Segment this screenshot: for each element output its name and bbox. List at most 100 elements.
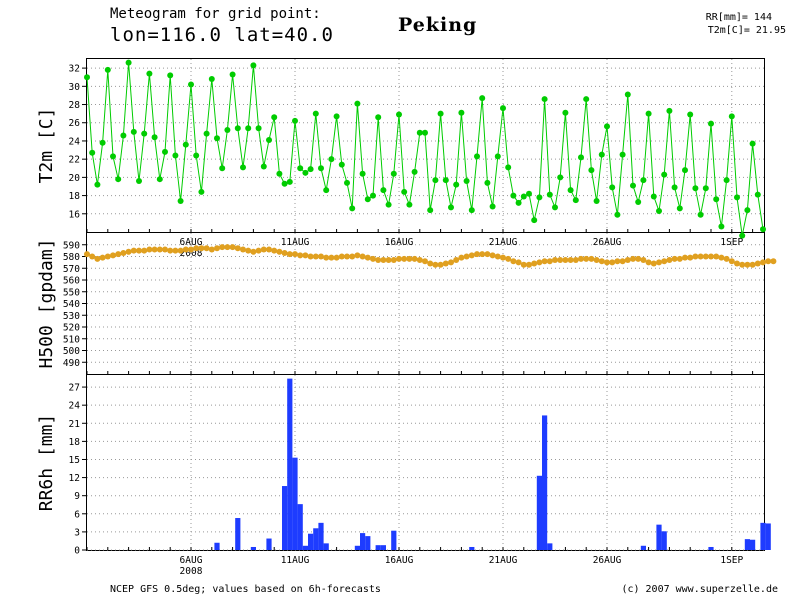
x-tick-label: 21AUG (489, 555, 518, 566)
t2m-point (94, 181, 101, 188)
h500-point (713, 253, 720, 260)
t2m-point (162, 148, 168, 155)
t2m-point (682, 167, 688, 174)
t2m-point (146, 70, 153, 77)
t2m-point (422, 129, 428, 136)
h500-point (541, 258, 548, 265)
t2m-point (609, 184, 616, 191)
t2m-point (604, 123, 610, 130)
t2m-point (328, 156, 335, 163)
t2m-point (739, 232, 746, 239)
t2m-point (479, 95, 486, 102)
h500-point (739, 261, 746, 268)
t2m-point (749, 140, 756, 147)
rr6h-bar (708, 546, 714, 550)
t2m-point (650, 193, 657, 200)
t2m-point (245, 125, 252, 132)
y-tick-label: 12 (69, 473, 80, 484)
h500-point (323, 254, 330, 261)
h500-point (156, 246, 163, 253)
h500-point (120, 249, 127, 256)
t2m-point (219, 165, 226, 172)
t2m-point (500, 105, 506, 112)
h500-series (84, 244, 777, 268)
h500-point (640, 257, 647, 264)
x-tick-label: 6AUG (180, 555, 203, 566)
h500-point (344, 253, 350, 260)
t2m-point (494, 153, 501, 160)
y-axis-label: RR6h [mm] (36, 414, 57, 512)
h500-point (416, 257, 423, 264)
y-tick-label: 18 (69, 437, 81, 448)
y-tick-label: 6 (74, 509, 80, 520)
h500-point (245, 247, 252, 254)
x-tick-label: 16AUG (385, 555, 414, 566)
h500-point (302, 252, 309, 259)
h500-point (754, 260, 761, 267)
t2m-point (401, 188, 408, 195)
y-tick-label: 9 (74, 491, 80, 502)
t2m-point (312, 110, 319, 117)
t2m-point (370, 192, 376, 199)
h500-point (557, 257, 564, 264)
t2m-point (323, 187, 330, 194)
h500-point (432, 261, 439, 268)
y-tick-label: 22 (69, 155, 80, 166)
t2m-point (120, 132, 127, 139)
rr6h-bar (661, 531, 667, 550)
t2m-point (89, 149, 96, 156)
h500-point (604, 259, 610, 266)
t2m-point (104, 66, 111, 73)
t2m-point (198, 188, 205, 195)
h500-point (619, 258, 626, 265)
t2m-point (718, 223, 725, 230)
h500-point (593, 257, 600, 264)
summary-t2m-mean: T2m[C]= 21.95 (707, 25, 786, 36)
rr6h-bar (656, 524, 662, 550)
h500-point (255, 247, 262, 254)
y-tick-label: 27 (69, 383, 80, 394)
h500-point (167, 247, 174, 254)
t2m-point (541, 96, 548, 103)
t2m-point (224, 127, 231, 134)
t2m-point (271, 114, 278, 121)
rr6h-bar (380, 545, 386, 550)
rr6h-bar (536, 475, 542, 550)
h500-point (89, 253, 96, 260)
t2m-point (396, 111, 402, 118)
x-tick-label: 16AUG (385, 237, 414, 248)
t2m-point (474, 153, 480, 160)
t2m-point (385, 201, 392, 208)
h500-point (479, 251, 486, 258)
y-tick-label: 16 (69, 209, 81, 220)
rr6h-bar (235, 518, 241, 550)
y-tick-label: 500 (63, 346, 80, 357)
rr6h-bar (760, 522, 766, 550)
h500-point (115, 251, 122, 258)
rr6h-bar (297, 504, 303, 550)
t2m-point (744, 207, 751, 214)
t2m-point (630, 182, 636, 189)
t2m-point (572, 197, 579, 204)
t2m-point (531, 217, 538, 224)
x-sub-label: 2008 (180, 566, 203, 577)
h500-point (94, 255, 101, 262)
rr6h-frame (86, 374, 765, 551)
summary-rr-total: RR[mm]= 144 (705, 12, 772, 23)
t2m-point (552, 204, 558, 211)
t2m-point (578, 154, 584, 161)
h500-point (422, 258, 428, 265)
t2m-point (406, 201, 413, 208)
t2m-point (141, 130, 148, 137)
t2m-point (260, 163, 267, 170)
h500-point (99, 254, 106, 261)
t2m-point (666, 107, 673, 114)
h500-point (375, 257, 382, 264)
t2m-point (255, 125, 262, 132)
t2m-point (635, 198, 642, 205)
t2m-point (344, 179, 350, 186)
h500-point (162, 246, 168, 253)
grid-lines (87, 59, 764, 551)
rr6h-bar (323, 543, 329, 550)
x-sub-label: 2008 (180, 248, 203, 259)
